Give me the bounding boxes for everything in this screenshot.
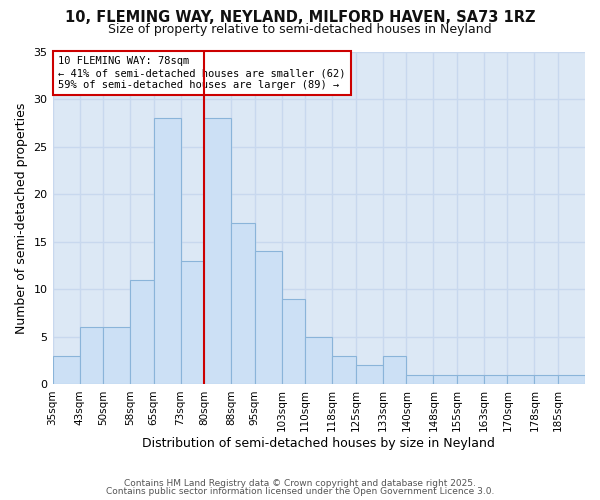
Bar (154, 118, 181, 384)
Bar (53, 356, 80, 384)
Bar (332, 356, 356, 384)
Text: Contains HM Land Registry data © Crown copyright and database right 2025.: Contains HM Land Registry data © Crown c… (124, 478, 476, 488)
Bar (484, 375, 508, 384)
Bar (80, 328, 103, 384)
Bar (508, 375, 535, 384)
Text: 10, FLEMING WAY, NEYLAND, MILFORD HAVEN, SA73 1RZ: 10, FLEMING WAY, NEYLAND, MILFORD HAVEN,… (65, 10, 535, 25)
Text: Size of property relative to semi-detached houses in Neyland: Size of property relative to semi-detach… (108, 22, 492, 36)
X-axis label: Distribution of semi-detached houses by size in Neyland: Distribution of semi-detached houses by … (142, 437, 495, 450)
Bar (558, 375, 585, 384)
Bar (282, 299, 305, 384)
Bar (406, 375, 433, 384)
Text: 10 FLEMING WAY: 78sqm
← 41% of semi-detached houses are smaller (62)
59% of semi: 10 FLEMING WAY: 78sqm ← 41% of semi-deta… (58, 56, 346, 90)
Bar (383, 356, 406, 384)
Bar (457, 375, 484, 384)
Bar (181, 261, 204, 384)
Bar (231, 222, 255, 384)
Bar (130, 280, 154, 384)
Bar (305, 337, 332, 384)
Y-axis label: Number of semi-detached properties: Number of semi-detached properties (15, 102, 28, 334)
Bar (356, 366, 383, 384)
Bar (255, 252, 282, 384)
Bar (433, 375, 457, 384)
Bar (204, 118, 231, 384)
Bar (103, 328, 130, 384)
Text: Contains public sector information licensed under the Open Government Licence 3.: Contains public sector information licen… (106, 487, 494, 496)
Bar (535, 375, 558, 384)
